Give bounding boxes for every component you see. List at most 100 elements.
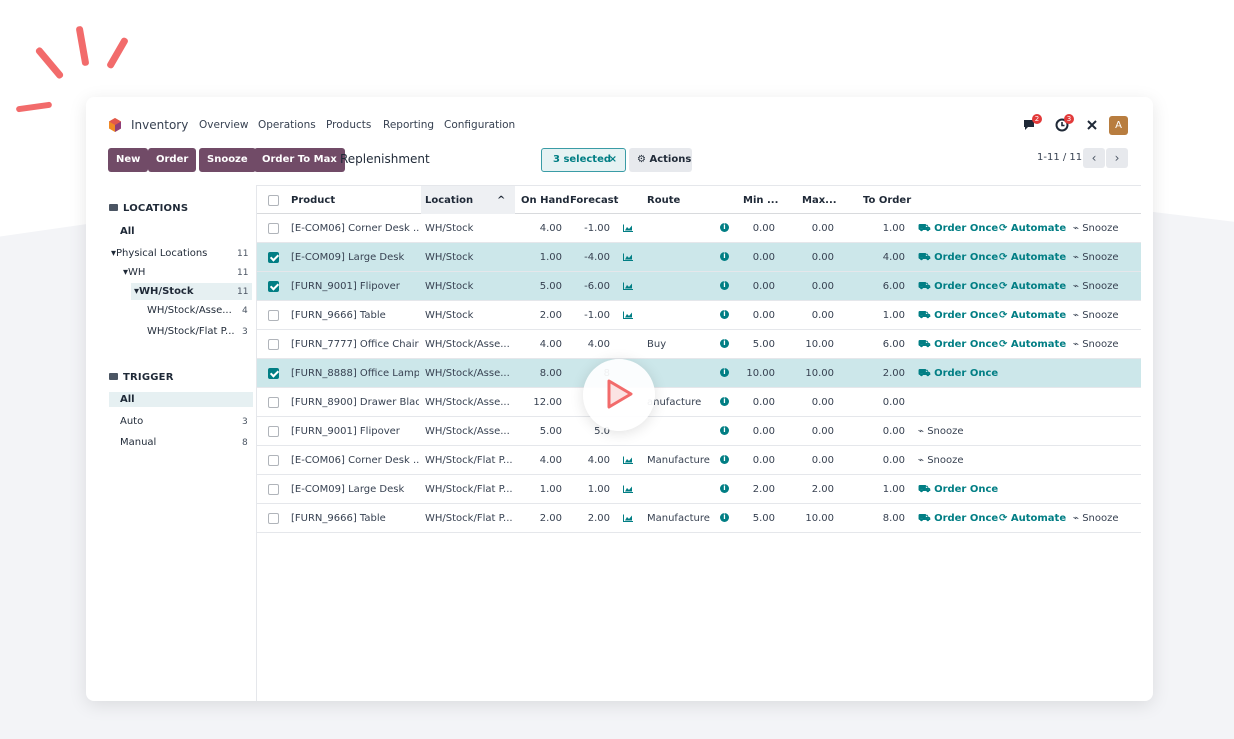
snooze-row-button[interactable]: ⌁ Snooze (918, 426, 964, 437)
automate-button[interactable]: ⟳ Automate (999, 252, 1066, 263)
cell-product[interactable]: [FURN_8888] Office Lamp (291, 368, 419, 379)
order-once-button[interactable]: ⛟ Order Once (918, 484, 998, 497)
row-checkbox[interactable] (268, 252, 279, 263)
table-row[interactable]: [FURN_8888] Office Lamp WH/Stock/Asse... 8… (257, 359, 1141, 388)
order-once-button[interactable]: ⛟ Order Once (918, 252, 998, 265)
info-icon[interactable]: i (720, 339, 729, 348)
cell-product[interactable]: [E-COM06] Corner Desk ... (291, 223, 419, 234)
header-max[interactable]: Max... (802, 195, 837, 206)
forecast-graph-icon[interactable] (623, 485, 633, 493)
info-icon[interactable]: i (720, 513, 729, 522)
snooze-row-button[interactable]: ⌁ Snooze (1073, 281, 1119, 292)
trigger-all[interactable]: All (120, 394, 135, 405)
select-all-checkbox[interactable] (268, 195, 279, 206)
table-row[interactable]: [FURN_9001] Flipover WH/Stock 5.00 -6.00 i 0.… (257, 272, 1141, 301)
order-button[interactable]: Order (148, 148, 197, 172)
user-avatar[interactable]: A (1109, 116, 1128, 135)
cell-product[interactable]: [FURN_8900] Drawer Black (291, 397, 419, 408)
order-once-button[interactable]: ⛟ Order Once (918, 368, 998, 381)
header-location[interactable]: Location (425, 195, 474, 206)
order-once-button[interactable]: ⛟ Order Once (918, 223, 998, 236)
messages-icon[interactable] (1023, 119, 1037, 131)
header-on-hand[interactable]: On Hand (521, 195, 570, 206)
snooze-row-button[interactable]: ⌁ Snooze (1073, 339, 1119, 350)
forecast-graph-icon[interactable] (623, 456, 633, 464)
order-once-button[interactable]: ⛟ Order Once (918, 339, 998, 352)
info-icon[interactable]: i (720, 426, 729, 435)
table-row[interactable]: [E-COM09] Large Desk WH/Stock 1.00 -4.00 i 0.… (257, 243, 1141, 272)
table-row[interactable]: [FURN_9666] Table WH/Stock/Flat P... 2.00 2… (257, 504, 1141, 533)
trigger-manual[interactable]: Manual (120, 437, 157, 448)
location-wh[interactable]: ▾WH (123, 267, 145, 278)
info-icon[interactable]: i (720, 223, 729, 232)
snooze-row-button[interactable]: ⌁ Snooze (1073, 252, 1119, 263)
info-icon[interactable]: i (720, 397, 729, 406)
forecast-graph-icon[interactable] (623, 282, 633, 290)
info-icon[interactable]: i (720, 455, 729, 464)
app-name[interactable]: Inventory (131, 118, 189, 132)
header-to-order[interactable]: To Order (863, 195, 912, 206)
automate-button[interactable]: ⟳ Automate (999, 281, 1066, 292)
order-once-button[interactable]: ⛟ Order Once (918, 310, 998, 323)
pager-next-button[interactable]: › (1106, 148, 1128, 168)
snooze-row-button[interactable]: ⌁ Snooze (1073, 513, 1119, 524)
order-to-max-button[interactable]: Order To Max (254, 148, 345, 172)
cell-product[interactable]: [FURN_7777] Office Chair (291, 339, 419, 350)
snooze-row-button[interactable]: ⌁ Snooze (1073, 310, 1119, 321)
info-icon[interactable]: i (720, 252, 729, 261)
row-checkbox[interactable] (268, 281, 279, 292)
info-icon[interactable]: i (720, 281, 729, 290)
header-min[interactable]: Min ... (743, 195, 779, 206)
table-row[interactable]: [FURN_9666] Table WH/Stock 2.00 -1.00 i 0.00 0… (257, 301, 1141, 330)
automate-button[interactable]: ⟳ Automate (999, 223, 1066, 234)
row-checkbox[interactable] (268, 513, 279, 524)
row-checkbox[interactable] (268, 339, 279, 350)
row-checkbox[interactable] (268, 426, 279, 437)
order-once-button[interactable]: ⛟ Order Once (918, 281, 998, 294)
table-row[interactable]: [E-COM06] Corner Desk ... WH/Stock/Flat P… (257, 446, 1141, 475)
clear-selection-button[interactable]: × (608, 154, 617, 165)
activities-clock-icon[interactable] (1055, 118, 1069, 132)
row-checkbox[interactable] (268, 223, 279, 234)
table-row[interactable]: [FURN_9001] Flipover WH/Stock/Asse... 5.00… (257, 417, 1141, 446)
info-icon[interactable]: i (720, 310, 729, 319)
menu-reporting[interactable]: Reporting (383, 119, 435, 131)
location-wh-stock-asse[interactable]: WH/Stock/Asse... (147, 305, 232, 316)
pager-value[interactable]: 1-11 / 11 (1037, 152, 1083, 163)
cell-product[interactable]: [FURN_9001] Flipover (291, 426, 400, 437)
table-row[interactable]: [FURN_8900] Drawer Black WH/Stock/Asse...… (257, 388, 1141, 417)
forecast-graph-icon[interactable] (623, 311, 633, 319)
row-checkbox[interactable] (268, 310, 279, 321)
row-checkbox[interactable] (268, 368, 279, 379)
table-row[interactable]: [FURN_7777] Office Chair WH/Stock/Asse...… (257, 330, 1141, 359)
forecast-graph-icon[interactable] (623, 224, 633, 232)
info-icon[interactable]: i (720, 484, 729, 493)
forecast-graph-icon[interactable] (623, 514, 633, 522)
header-product[interactable]: Product (291, 195, 336, 206)
snooze-row-button[interactable]: ⌁ Snooze (918, 455, 964, 466)
table-row[interactable]: [E-COM09] Large Desk WH/Stock/Flat P... 1.… (257, 475, 1141, 504)
menu-overview[interactable]: Overview (199, 119, 249, 131)
cell-product[interactable]: [E-COM06] Corner Desk ... (291, 455, 419, 466)
video-play-button[interactable] (583, 359, 655, 431)
actions-button[interactable]: ⚙ Actions (629, 148, 692, 172)
cell-product[interactable]: [E-COM09] Large Desk (291, 484, 405, 495)
automate-button[interactable]: ⟳ Automate (999, 339, 1066, 350)
automate-button[interactable]: ⟳ Automate (999, 513, 1066, 524)
forecast-graph-icon[interactable] (623, 253, 633, 261)
cell-product[interactable]: [FURN_9001] Flipover (291, 281, 400, 292)
location-wh-stock-flat[interactable]: WH/Stock/Flat P... (147, 326, 235, 337)
order-once-button[interactable]: ⛟ Order Once (918, 513, 998, 526)
menu-products[interactable]: Products (326, 119, 372, 131)
location-all[interactable]: All (120, 226, 135, 237)
new-button[interactable]: New (108, 148, 149, 172)
cell-product[interactable]: [E-COM09] Large Desk (291, 252, 405, 263)
trigger-auto[interactable]: Auto (120, 416, 144, 427)
automate-button[interactable]: ⟳ Automate (999, 310, 1066, 321)
menu-configuration[interactable]: Configuration (444, 119, 516, 131)
row-checkbox[interactable] (268, 397, 279, 408)
row-checkbox[interactable] (268, 455, 279, 466)
table-row[interactable]: [E-COM06] Corner Desk ... WH/Stock 4.00 -1.… (257, 214, 1141, 243)
header-route[interactable]: Route (647, 195, 681, 206)
info-icon[interactable]: i (720, 368, 729, 377)
